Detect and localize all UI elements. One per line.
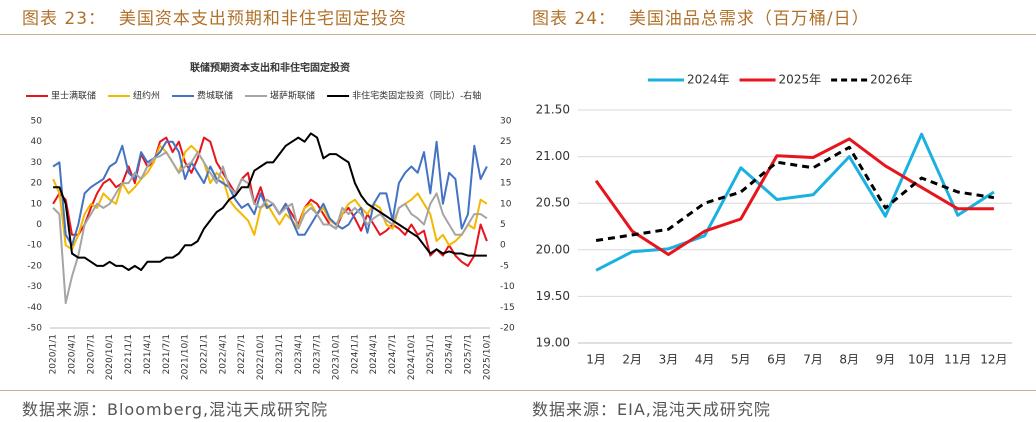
x-tick-label: 2025/7/1 (464, 334, 474, 374)
y-tick-label: 5 (500, 220, 506, 230)
y-tick-label: 25 (500, 137, 511, 147)
x-tick-label: 2025/10/1 (482, 334, 492, 380)
x-tick-label: 2022/1/1 (200, 334, 210, 374)
series-line (52, 151, 488, 305)
x-tick-label: 2024/10/1 (407, 334, 417, 380)
x-tick-label: 3月 (659, 353, 679, 367)
x-tick-label: 2021/4/1 (143, 334, 153, 374)
x-tick-label: 2024/4/1 (369, 334, 379, 374)
series-line (595, 145, 995, 242)
x-tick-label: 2023/10/1 (332, 334, 342, 380)
y-tick-label: 10 (500, 199, 512, 209)
legend-label: 费城联储 (197, 90, 233, 102)
x-tick-label: 5月 (731, 353, 751, 367)
y-tick-label: 20.00 (536, 242, 570, 256)
y-tick-label: -50 (27, 324, 42, 334)
x-tick-label: 11月 (944, 353, 971, 367)
footer-rule (0, 390, 1036, 391)
series-line (52, 144, 488, 251)
x-tick-label: 2025/1/1 (426, 334, 436, 374)
y-tick-label: -20 (27, 261, 42, 271)
legend-label: 纽约州 (133, 90, 160, 102)
figure-source: 数据来源：Bloomberg,混沌天成研究院 (22, 400, 329, 419)
y-tick-label: 20.50 (536, 196, 570, 210)
y-tick-label: -30 (27, 282, 42, 292)
figure-caption: 图表 24： 美国油品总需求（百万桶/日） (532, 9, 870, 29)
x-tick-label: 2025/4/1 (445, 334, 455, 374)
x-tick-label: 9月 (876, 353, 896, 367)
series-line (53, 132, 487, 271)
x-tick-label: 2023/7/1 (313, 334, 323, 374)
x-tick-label: 2022/10/1 (256, 334, 266, 380)
x-tick-label: 2021/10/1 (181, 334, 191, 380)
y-tick-label: 15 (500, 179, 511, 189)
series-line (594, 137, 994, 256)
x-tick-label: 2022/7/1 (237, 334, 247, 374)
x-tick-label: 2月 (622, 353, 642, 367)
y-tick-label: 50 (31, 117, 43, 127)
x-tick-label: 2023/4/1 (294, 334, 304, 374)
x-tick-label: 2021/1/1 (124, 334, 134, 374)
x-tick-label: 2020/4/1 (68, 334, 78, 374)
series-line (52, 140, 488, 247)
x-tick-label: 2020/1/1 (49, 334, 59, 374)
y-tick-label: 20 (31, 179, 43, 189)
y-tick-label: 40 (31, 137, 43, 147)
y-tick-label: 30 (500, 117, 512, 127)
y-tick-label: 0 (500, 241, 506, 251)
y-tick-label: 21.00 (536, 149, 570, 163)
y-tick-label: 10 (31, 199, 43, 209)
x-tick-label: 4月 (695, 353, 715, 367)
y-tick-label: -10 (27, 241, 42, 251)
x-tick-label: 2020/7/1 (86, 334, 96, 374)
x-tick-label: 12月 (980, 353, 1007, 367)
header-rule (0, 34, 1036, 35)
x-tick-label: 2022/4/1 (218, 334, 228, 374)
y-tick-label: 0 (36, 220, 42, 230)
y-tick-label: -40 (27, 303, 42, 313)
y-tick-label: 19.00 (536, 336, 570, 350)
y-tick-label: 19.50 (536, 289, 570, 303)
legend-label: 堪萨斯联储 (270, 90, 315, 102)
x-tick-label: 6月 (767, 353, 787, 367)
chart-title: 联储预期资本支出和非住宅固定投资 (190, 61, 350, 74)
y-tick-label: -10 (500, 282, 515, 292)
figure-source: 数据来源：EIA,混沌天成研究院 (532, 400, 771, 419)
x-tick-label: 10月 (908, 353, 935, 367)
x-tick-label: 2023/1/1 (275, 334, 285, 374)
x-tick-label: 1月 (586, 353, 606, 367)
y-tick-label: -5 (500, 261, 509, 271)
legend-label: 2026年 (870, 73, 913, 87)
y-tick-label: 20 (500, 158, 512, 168)
y-tick-label: 30 (31, 158, 43, 168)
legend-label: 里士满联储 (51, 90, 96, 102)
x-tick-label: 7月 (803, 353, 823, 367)
y-tick-label: -20 (500, 324, 515, 334)
figure-caption: 图表 23： 美国资本支出预期和非住宅固定投资 (22, 9, 407, 29)
x-tick-label: 2024/1/1 (350, 334, 360, 374)
x-tick-label: 2024/7/1 (388, 334, 398, 374)
legend-label: 2025年 (779, 73, 822, 87)
legend-label: 非住宅类固定投资（同比）-右轴 (352, 90, 481, 102)
legend-label: 2024年 (687, 73, 730, 87)
x-tick-label: 2020/10/1 (105, 334, 115, 380)
x-tick-label: 2021/7/1 (162, 334, 172, 374)
x-tick-label: 8月 (839, 353, 859, 367)
y-tick-label: 21.50 (536, 103, 570, 117)
y-tick-label: -15 (500, 303, 515, 313)
